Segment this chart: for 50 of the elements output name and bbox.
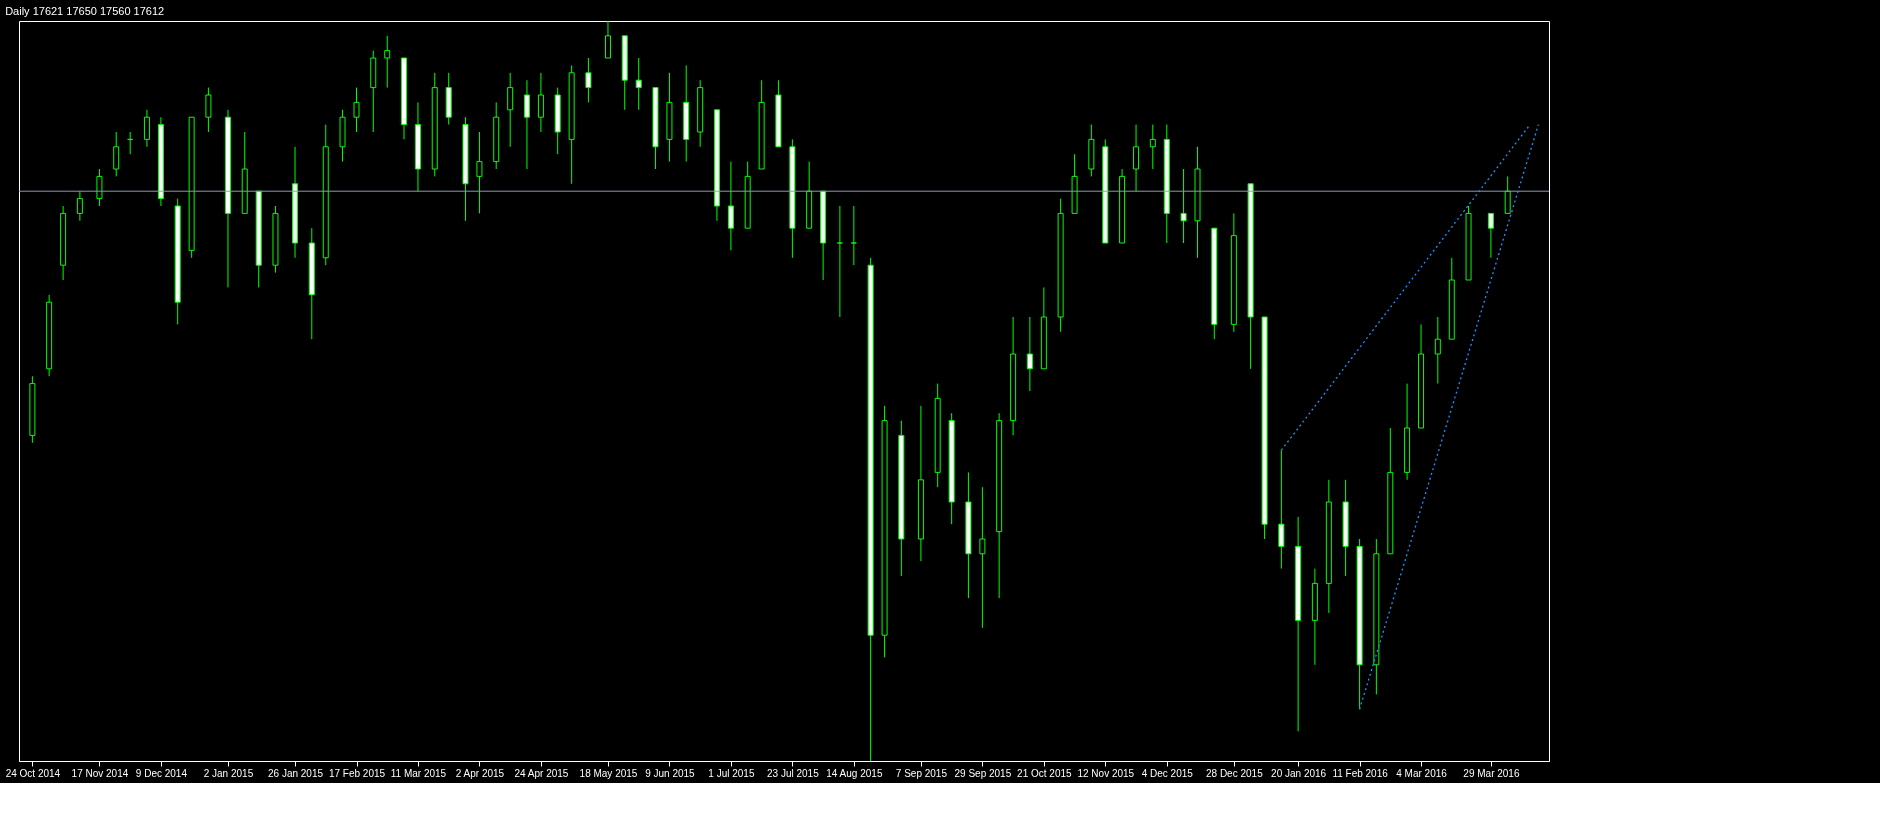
candlestick bbox=[979, 486, 986, 629]
x-tick-label: 1 Jul 2015 bbox=[708, 767, 755, 779]
candlestick bbox=[205, 87, 212, 133]
candlestick bbox=[585, 57, 592, 103]
x-tick-label: 28 Dec 2015 bbox=[1205, 767, 1264, 779]
candlestick bbox=[76, 190, 83, 222]
x-tick-label: 29 Sep 2015 bbox=[954, 767, 1012, 779]
candlestick bbox=[537, 72, 544, 133]
x-tick-label: 21 Oct 2015 bbox=[1017, 767, 1073, 779]
candlestick bbox=[476, 131, 483, 214]
x-tick-label: 2 Jan 2015 bbox=[203, 767, 254, 779]
x-tick-label: 26 Jan 2015 bbox=[268, 767, 324, 779]
x-tick-label: 9 Jun 2015 bbox=[645, 767, 696, 779]
candlestick bbox=[384, 35, 391, 89]
candlestick bbox=[836, 205, 843, 318]
x-tick-label: 24 Oct 2014 bbox=[5, 767, 61, 779]
x-tick-label: 7 Sep 2015 bbox=[895, 767, 948, 779]
candlestick bbox=[1434, 316, 1441, 385]
candlestick bbox=[507, 72, 514, 148]
candlestick bbox=[1278, 449, 1285, 570]
x-tick-label: 11 Feb 2016 bbox=[1332, 767, 1389, 779]
x-tick-label: 17 Feb 2015 bbox=[328, 767, 386, 779]
candlestick bbox=[353, 87, 360, 133]
candlestick bbox=[113, 131, 120, 177]
candlestick bbox=[1026, 316, 1033, 392]
x-tick-label: 20 Jan 2016 bbox=[1271, 767, 1327, 779]
x-tick-label: 29 Mar 2016 bbox=[1463, 767, 1520, 779]
x-tick-label: 4 Dec 2015 bbox=[1141, 767, 1194, 779]
x-tick-label: 11 Mar 2015 bbox=[390, 767, 447, 779]
candlestick bbox=[850, 205, 857, 266]
candlestick bbox=[727, 161, 734, 251]
candlestick bbox=[1504, 175, 1511, 214]
chart-title: Daily 17621 17650 17560 17612 bbox=[5, 4, 165, 17]
candlestick bbox=[635, 57, 642, 111]
candlestick bbox=[523, 79, 530, 170]
x-tick-label: 9 Dec 2014 bbox=[135, 767, 188, 779]
x-tick-label: 12 Nov 2015 bbox=[1077, 767, 1135, 779]
x-tick-label: 17 Nov 2014 bbox=[71, 767, 129, 779]
x-tick-label: 23 Jul 2015 bbox=[767, 767, 820, 779]
x-tick-label: 24 Apr 2015 bbox=[514, 767, 569, 779]
x-tick-label: 4 Mar 2016 bbox=[1396, 767, 1448, 779]
candlestick bbox=[143, 109, 150, 148]
candlestick bbox=[1487, 212, 1494, 259]
candlestick bbox=[96, 168, 103, 207]
candlestick bbox=[1133, 124, 1140, 192]
candlestick bbox=[1180, 168, 1187, 244]
candlestick bbox=[1149, 124, 1156, 170]
x-tick-label: 18 May 2015 bbox=[579, 767, 638, 779]
x-tick-label: 2 Apr 2015 bbox=[455, 767, 505, 779]
x-tick-label: 14 Aug 2015 bbox=[826, 767, 883, 779]
